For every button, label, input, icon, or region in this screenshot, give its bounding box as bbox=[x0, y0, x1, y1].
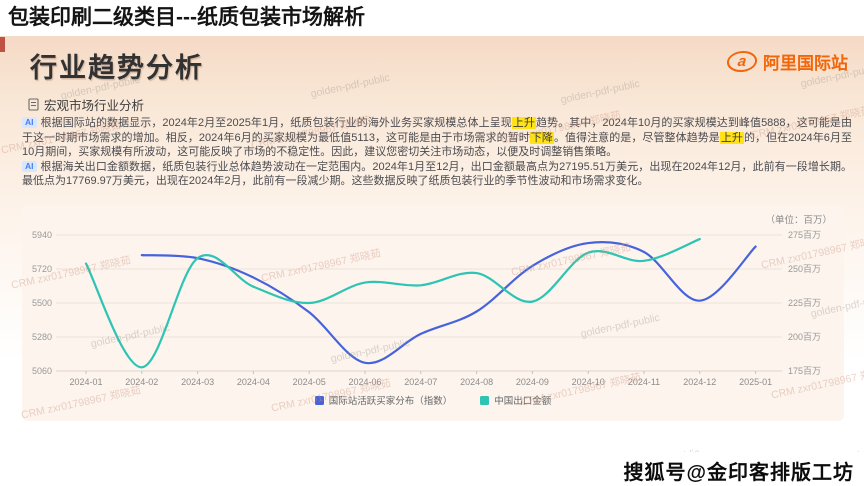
right-axis-tick: 200百万 bbox=[788, 332, 821, 342]
left-axis-tick: 5280 bbox=[32, 332, 52, 342]
highlighted-text: 上升 bbox=[719, 131, 744, 144]
right-axis-tick: 250百万 bbox=[788, 264, 821, 274]
brand-logo: a 阿里国际站 bbox=[725, 49, 848, 74]
paragraph-text: 。值得注意的是，尽管整体趋势是 bbox=[553, 131, 720, 144]
alibaba-logo-icon: a bbox=[725, 51, 759, 72]
legend-label: 中国出口金额 bbox=[494, 396, 552, 407]
x-axis-label: 2024-06 bbox=[348, 377, 381, 387]
watermark-text: golden-pdf-public bbox=[559, 77, 641, 107]
x-axis-label: 2024-10 bbox=[572, 377, 605, 387]
analysis-paragraphs: AI 根据国际站的数据显示，2024年2月至2025年1月，纸质包装行业的海外业务… bbox=[22, 116, 852, 189]
x-axis-label: 2024-09 bbox=[516, 377, 549, 387]
section-label: 宏观市场行业分析 bbox=[28, 95, 144, 114]
slide-heading: 行业趋势分析 bbox=[30, 53, 204, 83]
x-axis-label: 2024-01 bbox=[69, 377, 102, 387]
slide: 行业趋势分析 a 阿里国际站 宏观市场行业分析 AI 根据国际站的数据显示，202… bbox=[0, 36, 864, 452]
paragraph-text: 根据海关出口金额数据，纸质包装行业总体趋势波动在一定范围内。2024年1月至12… bbox=[22, 160, 852, 188]
right-axis-tick: 225百万 bbox=[788, 298, 821, 308]
x-axis-label: 2025-01 bbox=[739, 377, 772, 387]
left-axis-tick: 5060 bbox=[32, 366, 52, 376]
left-axis-tick: 5940 bbox=[32, 230, 52, 240]
watermark-text: golden-pdf-public bbox=[620, 447, 701, 452]
paragraph-text: 根据国际站的数据显示，2024年2月至2025年1月，纸质包装行业的海外业务买家… bbox=[40, 117, 512, 129]
paragraph-text: 的，但在2024年6月至10月期间，买家规模有所波动，这可能反映了市场的不稳定性… bbox=[22, 131, 853, 159]
series-line-left bbox=[140, 241, 757, 365]
x-axis-label: 2024-05 bbox=[293, 377, 326, 387]
ai-badge: AI bbox=[22, 160, 37, 172]
legend-swatch-icon bbox=[480, 396, 490, 405]
trend-line-chart: 5940 5720 5500 5280 5060 275百万 250百万 225百万 200百万… bbox=[32, 230, 821, 387]
watermark-text: golden-pdf-public bbox=[309, 71, 391, 101]
watermark-text: golden-pdf-public bbox=[839, 436, 864, 452]
footer-watermark: 搜狐号@金印客排版工坊 bbox=[623, 462, 854, 484]
legend-swatch-icon bbox=[314, 396, 324, 405]
legend-label: 国际站活跃买家分布（指数） bbox=[328, 396, 453, 407]
legend-item: 中国出口金额 bbox=[480, 393, 551, 407]
x-axis-label: 2024-04 bbox=[237, 377, 270, 387]
x-axis-label: 2024-03 bbox=[181, 377, 214, 387]
highlighted-text: 下降 bbox=[529, 131, 554, 144]
x-axis-label: 2024-02 bbox=[125, 377, 158, 387]
right-axis-tick: 275百万 bbox=[788, 230, 821, 240]
chart-panel: （单位：百万） 5940 5720 5500 5280 5060 275百万 250百万 22… bbox=[22, 205, 844, 421]
chart-legend: 国际站活跃买家分布（指数） 中国出口金额 bbox=[22, 393, 844, 407]
x-axis-label: 2024-11 bbox=[628, 377, 660, 387]
analysis-paragraph: AI 根据国际站的数据显示，2024年2月至2025年1月，纸质包装行业的海外业务… bbox=[22, 116, 852, 160]
page-title: 包装印刷二级类目---纸质包装市场解析 bbox=[0, 0, 864, 36]
brand-name: 阿里国际站 bbox=[763, 54, 848, 73]
x-axis-label: 2024-08 bbox=[460, 377, 493, 387]
series-line-right bbox=[84, 237, 701, 369]
legend-item: 国际站活跃买家分布（指数） bbox=[314, 393, 453, 407]
right-axis-tick: 175百万 bbox=[788, 366, 821, 376]
left-axis-tick: 5720 bbox=[32, 264, 52, 274]
ai-badge: AI bbox=[22, 117, 37, 128]
left-axis-tick: 5500 bbox=[32, 298, 52, 308]
x-axis-label: 2024-07 bbox=[404, 377, 437, 387]
left-edge-mark bbox=[0, 37, 5, 52]
section-title: 宏观市场行业分析 bbox=[44, 99, 145, 113]
chart-unit-label: （单位：百万） bbox=[765, 215, 832, 226]
paragraph-text: 趋势。其中，2024年10月的买家规模达到峰值5888，这可能是由于这一时期市场… bbox=[22, 117, 852, 144]
highlighted-text: 上升 bbox=[511, 117, 536, 129]
x-axis-label: 2024-12 bbox=[683, 377, 716, 387]
document-icon bbox=[28, 98, 39, 111]
analysis-paragraph: AI 根据海关出口金额数据，纸质包装行业总体趋势波动在一定范围内。2024年1月至… bbox=[22, 160, 852, 189]
